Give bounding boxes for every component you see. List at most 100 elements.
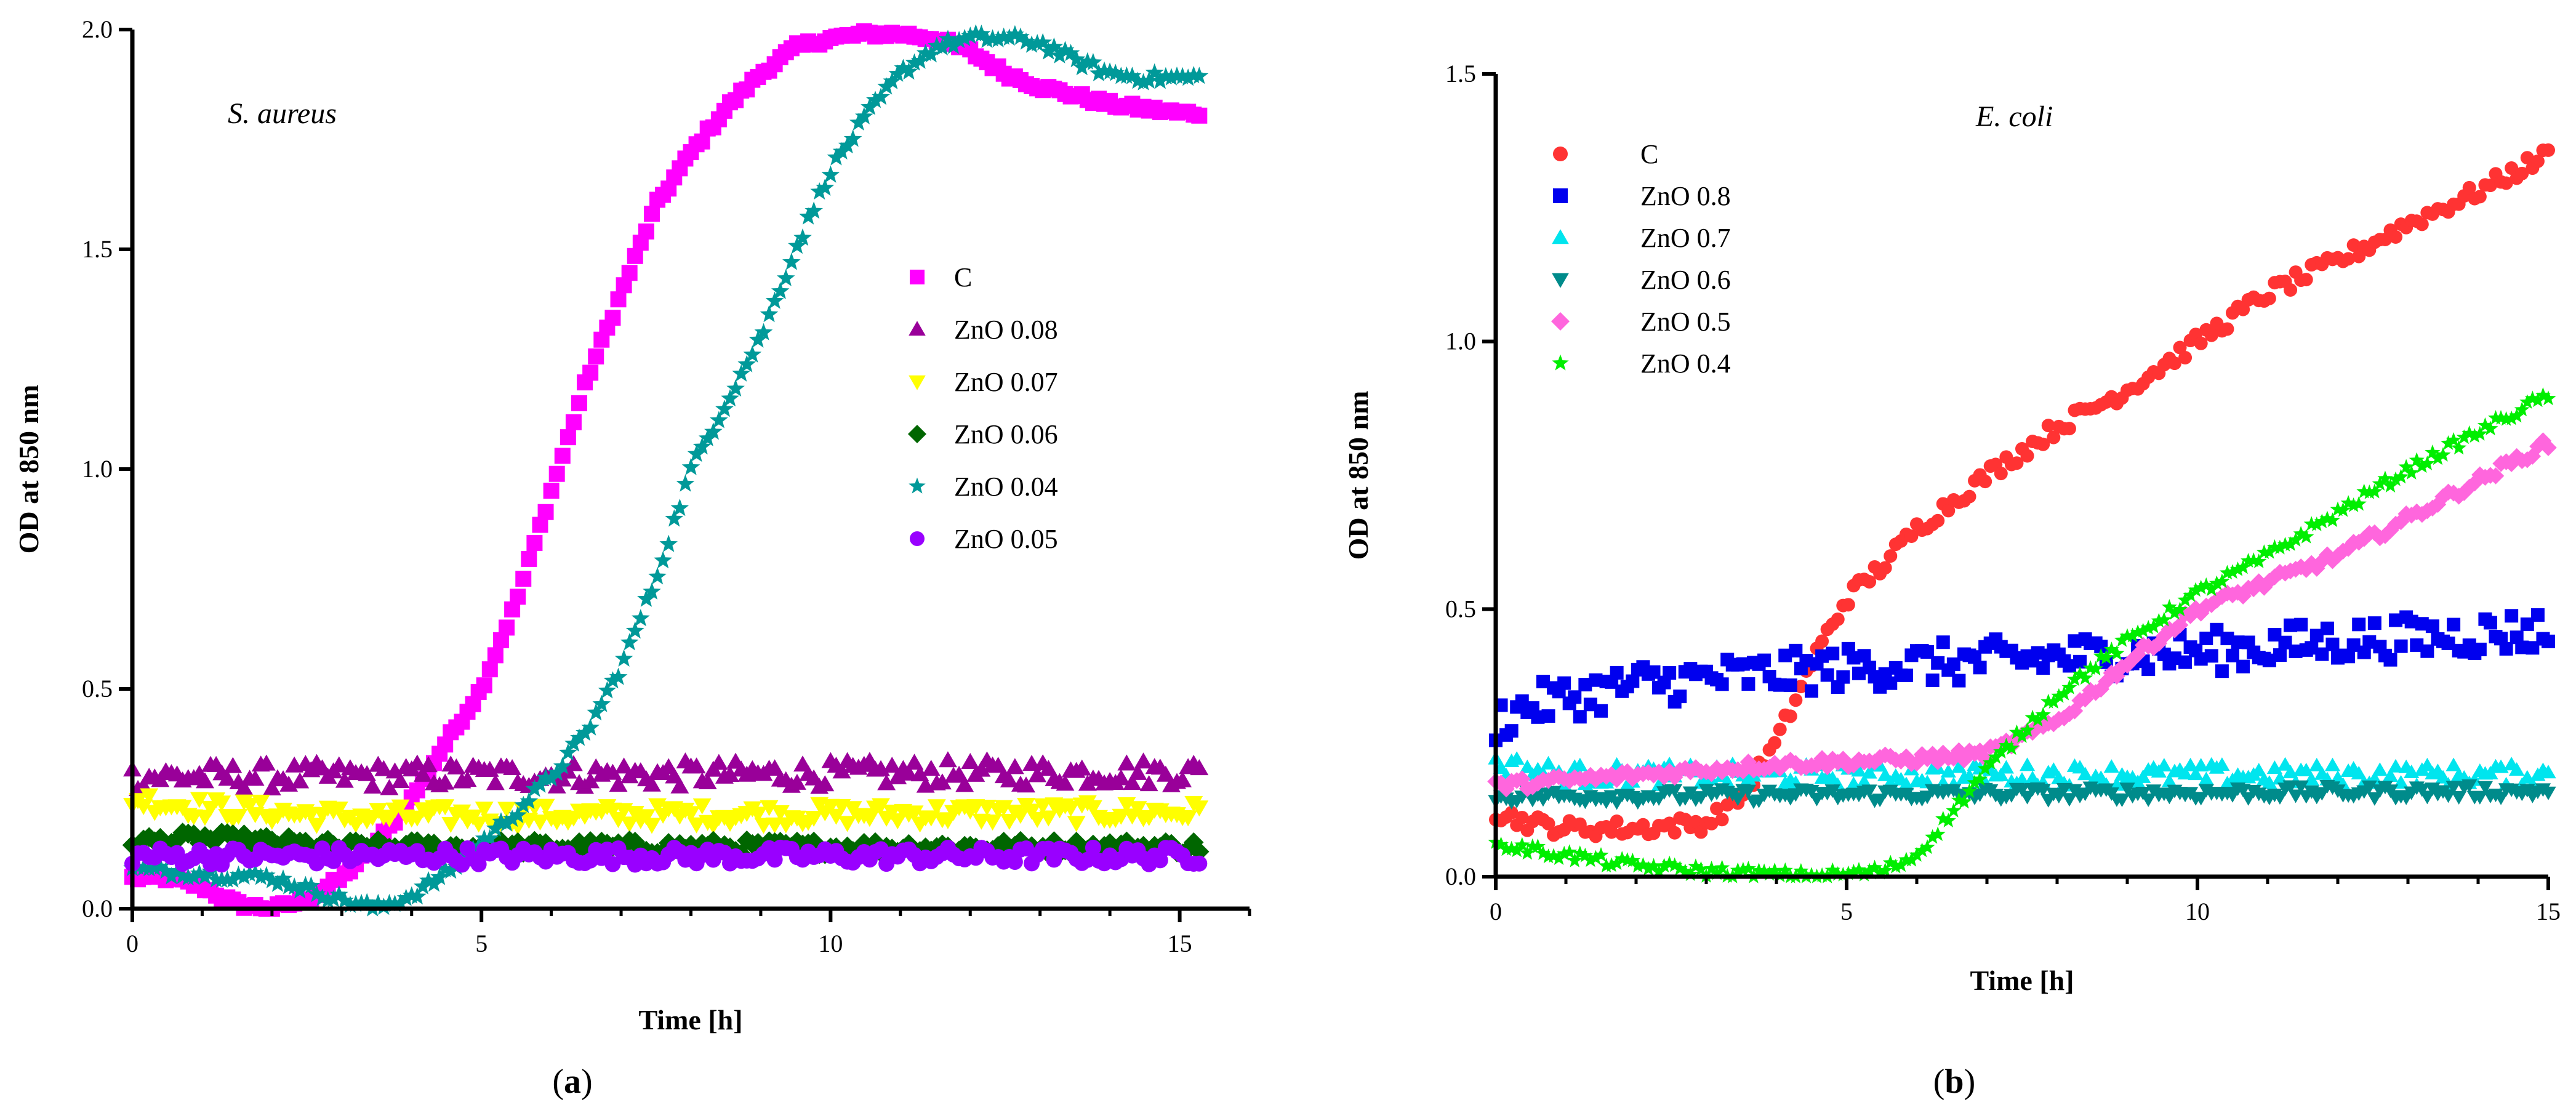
data-point — [1757, 653, 1772, 667]
data-point — [905, 754, 924, 770]
data-point — [771, 805, 790, 821]
data-point — [2404, 614, 2418, 629]
data-point — [347, 895, 365, 912]
x-tick-label: 10 — [2185, 898, 2210, 925]
data-point — [212, 795, 231, 812]
x-tick-label: 5 — [475, 930, 488, 957]
data-point — [2472, 790, 2488, 805]
data-point — [2509, 762, 2525, 776]
data-point — [2062, 422, 2076, 436]
data-point — [2341, 252, 2356, 266]
data-point — [1145, 63, 1164, 81]
data-point — [787, 773, 806, 790]
data-point — [2251, 763, 2267, 777]
legend-item-zno-0-06: ZnO 0.06 — [908, 419, 1058, 449]
data-point — [1589, 673, 1603, 687]
data-point — [515, 571, 532, 587]
data-point — [2119, 628, 2135, 643]
data-point — [2230, 561, 2246, 576]
data-point — [1056, 774, 1075, 791]
data-point — [2388, 471, 2404, 486]
data-point — [681, 806, 700, 822]
data-point — [1903, 851, 1919, 867]
data-point — [1952, 674, 1966, 688]
data-point — [620, 816, 639, 833]
data-point — [2382, 784, 2399, 798]
data-point — [2062, 659, 2076, 673]
data-point — [547, 763, 566, 781]
data-point — [659, 534, 678, 552]
data-point — [2056, 685, 2072, 701]
data-point — [285, 877, 303, 895]
data-point — [2346, 638, 2361, 652]
data-point — [503, 758, 522, 775]
data-point — [1998, 738, 2014, 753]
data-point — [358, 765, 377, 781]
data-point — [2167, 356, 2181, 371]
data-point — [1783, 709, 1797, 723]
data-point — [1572, 757, 1588, 771]
data-point — [1039, 42, 1058, 60]
data-point — [246, 863, 265, 881]
data-point — [1872, 864, 1888, 880]
data-point — [324, 890, 343, 907]
data-point — [380, 779, 399, 795]
data-point — [2119, 782, 2135, 797]
data-point — [407, 754, 427, 771]
data-point — [2519, 394, 2535, 409]
data-point — [240, 864, 259, 882]
data-point — [2268, 628, 2282, 642]
data-point — [2198, 577, 2214, 592]
panel-a-chart: 0.0 0.5 1.0 1.5 2.0 0 5 10 15 S. aureus C ZnO 0.0… — [13, 15, 1251, 1101]
data-point — [1162, 68, 1181, 86]
data-point — [470, 856, 487, 872]
data-point — [481, 829, 499, 847]
panel-b-organism-label: E. coli — [1975, 100, 2053, 133]
data-point — [1762, 866, 1778, 881]
data-point — [1914, 842, 1930, 858]
data-point — [291, 881, 310, 899]
data-point — [2293, 526, 2309, 541]
data-point — [1851, 862, 1867, 877]
data-point — [2483, 616, 2497, 630]
data-point — [827, 148, 846, 166]
data-point — [1139, 775, 1158, 792]
data-point — [553, 757, 572, 774]
data-point — [1610, 666, 1624, 680]
data-point — [598, 681, 617, 699]
data-point — [514, 803, 533, 819]
data-point — [2135, 622, 2151, 638]
data-point — [1541, 816, 1555, 830]
data-point — [1977, 760, 1993, 776]
data-point — [1688, 858, 1704, 874]
data-point — [2542, 634, 2555, 648]
data-point — [1756, 863, 1772, 879]
data-point — [156, 861, 175, 879]
data-point — [2540, 439, 2557, 456]
data-point — [799, 207, 817, 225]
data-point — [419, 756, 438, 773]
data-point — [2447, 617, 2461, 632]
data-point — [1978, 475, 1992, 489]
data-point — [603, 763, 622, 780]
data-point — [1504, 806, 1519, 820]
data-point — [140, 788, 159, 805]
data-point — [2398, 459, 2414, 474]
data-point — [883, 757, 902, 773]
data-point — [621, 265, 638, 281]
legend-item-zno-0-7: ZnO 0.7 — [1552, 223, 1731, 253]
y-tick-label: 0.5 — [82, 675, 113, 702]
data-point — [2309, 517, 2325, 531]
data-point — [1773, 678, 1787, 692]
data-point — [955, 776, 974, 792]
data-point — [1594, 704, 1608, 718]
data-point — [352, 893, 371, 911]
data-point — [1006, 25, 1024, 42]
x-tick-label: 10 — [818, 930, 843, 957]
legend-item-zno-0-6: ZnO 0.6 — [1552, 265, 1731, 295]
data-point — [1610, 814, 1624, 829]
data-point — [670, 777, 689, 794]
data-point — [1735, 861, 1751, 877]
data-point — [2473, 190, 2487, 204]
data-point — [1156, 765, 1175, 782]
